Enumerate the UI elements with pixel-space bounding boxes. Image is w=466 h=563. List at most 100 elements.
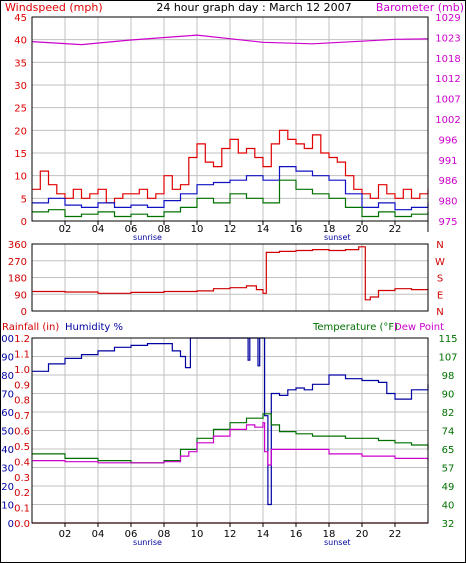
- humidity-tick-label: 20: [1, 482, 14, 493]
- panel1-grid: [32, 17, 428, 221]
- windspeed-axis-label: Windspeed (mph): [5, 1, 103, 14]
- barometer-tick-label: 996: [438, 135, 457, 146]
- panel1-sunrise-label: sunrise: [133, 233, 162, 242]
- temperature-tick-label: 32: [442, 519, 455, 530]
- temperature-tick-label: 107: [438, 353, 457, 364]
- humidity-tick-label: 70: [1, 390, 14, 401]
- temperature-tick-label: 82: [442, 408, 455, 419]
- panel3-sunset-label: sunset: [324, 538, 351, 547]
- series-line-barometer: [31, 34, 429, 46]
- rainfall-axis-label: Rainfall (in): [2, 322, 59, 333]
- panel1-sunset-label: sunset: [324, 233, 351, 242]
- humidity-tick-label: 60: [1, 408, 14, 419]
- barometer-tick-label: 980: [438, 197, 457, 208]
- rainfall-tick-label: 0.6: [14, 427, 30, 438]
- rainfall-tick-label: 1.1: [14, 349, 30, 360]
- time-tick-label: 18: [323, 224, 336, 235]
- barometer-axis-label: Barometer (mb): [376, 1, 464, 14]
- rainfall-tick-label: 0.9: [14, 380, 30, 391]
- time-tick-label: 02: [59, 529, 72, 540]
- time-tick-label: 12: [224, 224, 237, 235]
- temperature-tick-label: 115: [438, 334, 457, 345]
- time-tick-label: 08: [158, 224, 171, 235]
- temperature-tick-label: 90: [442, 390, 455, 401]
- rainfall-ticks: 0.0 0.1 0.2 0.3 0.4 0.5 0.6 0.7 0.8 0.9 1.0 1.1 1.2: [14, 334, 30, 530]
- time-tick-label: 16: [290, 529, 303, 540]
- series-line-gust: [32, 129, 429, 204]
- rainfall-tick-label: 1.0: [14, 365, 30, 376]
- time-tick-label: 12: [224, 529, 237, 540]
- series-line-humidity: [32, 337, 429, 506]
- series-line-dewpoint: [32, 422, 429, 466]
- temperature-tick-label: 40: [442, 501, 455, 512]
- windspeed-tick-label: 30: [14, 81, 27, 92]
- compass-tick-label: W: [435, 257, 445, 268]
- barometer-ticks: 975 980 986 991 996 1002 1007 1012 1018 1023 1029: [435, 13, 460, 228]
- temperature-axis-label: Temperature (°F): [312, 322, 398, 333]
- time-tick-label: 20: [356, 224, 369, 235]
- barometer-tick-label: 1018: [435, 54, 460, 65]
- humidity-tick-label: 10: [1, 501, 14, 512]
- time-tick-label: 14: [257, 224, 270, 235]
- humidity-tick-label: 80: [1, 371, 14, 382]
- humidity-tick-label: 90: [1, 353, 14, 364]
- rainfall-tick-label: 0.3: [14, 473, 30, 484]
- time-tick-label: 04: [92, 224, 105, 235]
- humidity-tick-label: 40: [1, 445, 14, 456]
- dewpoint-axis-label: Dew Point: [394, 322, 444, 333]
- barometer-tick-label: 1012: [435, 74, 460, 85]
- direction-tick-label: 90: [14, 290, 27, 301]
- direction-degree-ticks: 0 90 180 270 360: [8, 240, 27, 318]
- windspeed-tick-label: 5: [21, 194, 27, 205]
- compass-tick-label: N: [436, 307, 443, 318]
- panel1-series: [31, 34, 429, 218]
- series-line-low: [32, 179, 429, 218]
- humidity-tick-label: 50: [1, 427, 14, 438]
- barometer-tick-label: 991: [438, 156, 457, 167]
- panel3-time-ticks: 02 04 06 08 10 12 14 16 18 20 22: [59, 523, 402, 540]
- barometer-tick-label: 1002: [435, 115, 460, 126]
- barometer-tick-label: 1007: [435, 95, 460, 106]
- time-tick-label: 06: [125, 529, 138, 540]
- time-tick-label: 18: [323, 529, 336, 540]
- barometer-tick-label: 1029: [435, 13, 460, 24]
- temperature-tick-label: 57: [442, 464, 455, 475]
- rainfall-tick-label: 0.7: [14, 411, 30, 422]
- humidity-axis-label: Humidity %: [65, 322, 123, 333]
- rain-humidity-temp-panel: Rainfall (in) Humidity % Temperature (°F…: [0, 322, 458, 547]
- windspeed-tick-label: 10: [14, 172, 27, 183]
- windspeed-tick-label: 0: [21, 217, 27, 228]
- temperature-tick-label: 49: [442, 482, 455, 493]
- rainfall-tick-label: 0.4: [14, 457, 30, 468]
- humidity-ticks: 0 10 20 30 40 50 60 70 80 90 100: [0, 334, 14, 530]
- windspeed-tick-label: 40: [14, 36, 27, 47]
- panel1-time-ticks: 02 04 06 08 10 12 14 16 18 20 22 I: [59, 221, 429, 235]
- temperature-tick-label: 98: [442, 371, 455, 382]
- rainfall-tick-label: 0.5: [14, 442, 30, 453]
- direction-tick-label: 0: [21, 307, 27, 318]
- rainfall-tick-label: 0.8: [14, 396, 30, 407]
- compass-tick-label: S: [437, 274, 443, 285]
- series-line-direction: [32, 246, 429, 301]
- time-tick-label: 16: [290, 224, 303, 235]
- rainfall-tick-label: 0.0: [14, 519, 30, 530]
- time-tick-label: 14: [257, 529, 270, 540]
- temperature-tick-label: 65: [442, 445, 455, 456]
- compass-tick-label: E: [437, 290, 443, 301]
- time-tick-label: 22: [389, 224, 402, 235]
- panel2-series: [32, 246, 429, 301]
- temperature-ticks: 32 40 49 57 65 74 82 90 98 107 115: [438, 334, 457, 530]
- time-tick-label: 10: [191, 529, 204, 540]
- time-tick-label: 04: [92, 529, 105, 540]
- rainfall-tick-label: 0.1: [14, 504, 30, 515]
- time-tick-label: 22: [389, 529, 402, 540]
- direction-tick-label: 360: [8, 240, 27, 251]
- panel2-plot-frame: [31, 243, 429, 312]
- rainfall-tick-label: 1.2: [14, 334, 30, 345]
- panel3-grid: [32, 338, 428, 523]
- windspeed-ticks: 0 5 10 15 20 25 30 35 40 45: [14, 13, 27, 228]
